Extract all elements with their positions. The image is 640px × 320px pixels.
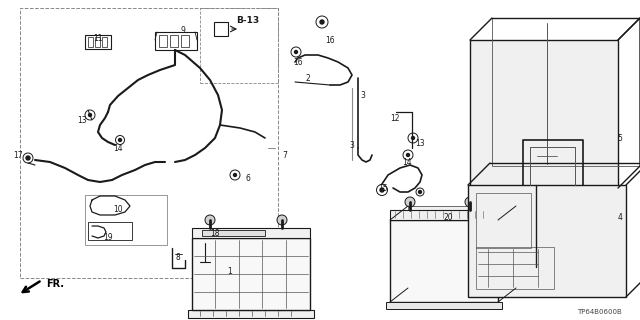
Circle shape [277, 215, 287, 225]
Bar [102, 37, 107, 47]
Text: 7: 7 [283, 150, 287, 159]
Bar [85, 35, 111, 49]
Circle shape [412, 137, 415, 140]
Circle shape [26, 156, 30, 160]
Text: 11: 11 [93, 34, 103, 43]
Text: 9: 9 [180, 26, 186, 35]
Bar [88, 222, 132, 240]
Bar [476, 193, 531, 248]
Circle shape [205, 215, 215, 225]
Circle shape [234, 173, 237, 177]
Bar [470, 40, 618, 188]
Bar [20, 8, 278, 278]
Bar [181, 35, 189, 47]
Text: FR.: FR. [46, 279, 64, 289]
Bar [159, 35, 167, 47]
Text: 16: 16 [325, 36, 335, 44]
Bar [492, 18, 640, 166]
Bar [468, 185, 626, 297]
Bar [88, 37, 93, 47]
Bar [170, 35, 178, 47]
Text: 13: 13 [77, 116, 87, 124]
Bar [192, 228, 310, 238]
Bar [192, 238, 310, 310]
Text: 5: 5 [618, 133, 623, 142]
Circle shape [380, 188, 384, 192]
Text: 2: 2 [306, 74, 310, 83]
Text: 14: 14 [402, 157, 412, 166]
Text: 13: 13 [415, 139, 425, 148]
Circle shape [118, 139, 122, 141]
Text: 10: 10 [113, 205, 123, 214]
Text: 3: 3 [349, 140, 355, 149]
Bar [188, 310, 314, 318]
Text: 8: 8 [175, 253, 180, 262]
Bar [85, 195, 167, 245]
Circle shape [88, 114, 92, 116]
Circle shape [465, 197, 475, 207]
Text: TP64B0600B: TP64B0600B [577, 309, 622, 315]
Text: 20: 20 [443, 213, 453, 222]
Bar [390, 210, 498, 220]
Circle shape [320, 20, 324, 24]
Circle shape [419, 190, 422, 194]
Bar [390, 220, 498, 302]
Text: 19: 19 [103, 234, 113, 243]
Circle shape [204, 236, 207, 239]
Bar [386, 302, 502, 309]
Text: 14: 14 [113, 143, 123, 153]
Bar [214, 22, 228, 36]
Text: 4: 4 [618, 213, 623, 222]
Circle shape [405, 197, 415, 207]
Text: 6: 6 [246, 173, 250, 182]
Text: 3: 3 [360, 91, 365, 100]
Text: 12: 12 [390, 114, 400, 123]
Bar [476, 247, 554, 289]
Bar [408, 206, 516, 288]
Circle shape [294, 51, 298, 53]
Bar [200, 8, 278, 83]
Bar [202, 230, 265, 236]
Bar [95, 37, 100, 47]
Text: 15: 15 [378, 183, 388, 193]
Circle shape [406, 154, 410, 156]
Text: 18: 18 [211, 228, 220, 237]
Text: B-13: B-13 [236, 15, 260, 25]
Text: 1: 1 [228, 268, 232, 276]
Text: 17: 17 [13, 150, 23, 159]
Text: 16: 16 [293, 58, 303, 67]
Bar [155, 32, 197, 50]
